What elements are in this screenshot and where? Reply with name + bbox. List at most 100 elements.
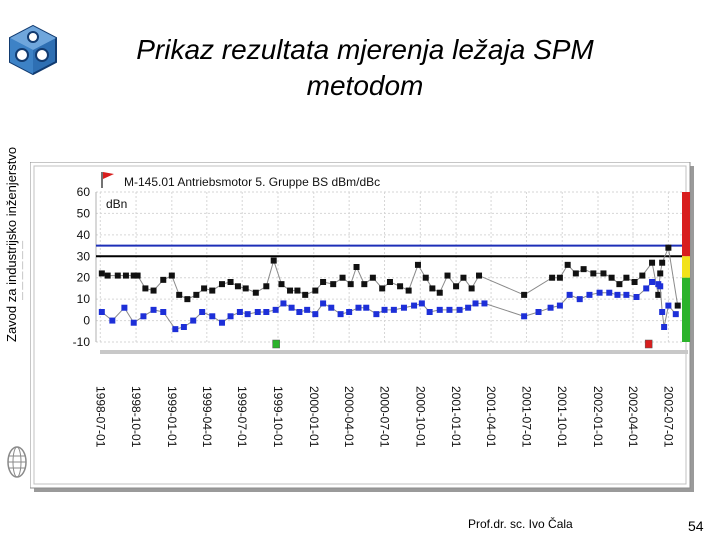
series-1-point <box>623 274 630 281</box>
x-tick-label: 2001-04-01 <box>484 386 498 448</box>
series-1-point <box>176 291 183 298</box>
series-2-point <box>98 309 105 315</box>
series-1-point <box>556 274 563 281</box>
series-1-point <box>287 287 294 294</box>
x-tick-label: 2001-10-01 <box>555 386 569 448</box>
series-2-point <box>623 291 630 298</box>
y-tick-label: 10 <box>77 292 91 306</box>
series-1-point <box>263 283 270 290</box>
series-1-point <box>130 272 137 279</box>
series-1-point <box>209 287 216 294</box>
series-1-point <box>659 259 666 266</box>
series-1-point <box>639 272 646 279</box>
y-tick-label: 40 <box>77 228 91 242</box>
series-1-point <box>444 272 451 279</box>
page-number: 54 <box>688 518 704 534</box>
series-2-point <box>586 291 593 298</box>
series-2-point <box>130 319 137 326</box>
series-2-point <box>109 317 116 324</box>
series-1-point <box>184 296 191 303</box>
series-2-point <box>547 304 554 311</box>
series-1-point <box>379 285 386 292</box>
y-tick-label: 0 <box>83 314 90 328</box>
series-1-point <box>616 281 623 288</box>
series-1-point <box>429 285 436 292</box>
series-2-point <box>337 311 344 318</box>
institute-logo <box>9 24 57 76</box>
chart-title: M-145.01 Antriebsmotor 5. Gruppe BS dBm/… <box>124 175 380 189</box>
series-2-point <box>465 304 472 311</box>
series-1-point <box>294 287 301 294</box>
series-2-point <box>272 306 279 313</box>
series-2-point <box>418 300 425 307</box>
series-1-point <box>665 244 672 251</box>
series-1-point <box>312 287 319 294</box>
series-2-point <box>320 300 327 307</box>
series-2-point <box>481 300 488 307</box>
series-1-point <box>674 302 681 309</box>
series-1-point <box>201 285 208 292</box>
x-tick-label: 1999-01-01 <box>165 386 179 448</box>
series-2-point <box>446 306 453 313</box>
series-2-point <box>160 309 167 315</box>
series-1-point <box>549 274 556 281</box>
series-1-point <box>160 276 167 283</box>
series-2-point <box>556 302 563 309</box>
series-2-point <box>280 300 287 307</box>
series-2-point <box>288 304 295 311</box>
series-2-point <box>209 313 216 320</box>
series-1-point <box>422 274 429 281</box>
x-tick-label: 2000-04-01 <box>342 386 356 448</box>
series-1-point <box>397 283 404 290</box>
series-2-point <box>121 304 128 311</box>
series-1-point <box>114 272 121 279</box>
series-2-point <box>180 324 187 330</box>
status-strip <box>100 350 688 354</box>
series-2-point <box>263 309 270 315</box>
x-tick-label: 1998-07-01 <box>93 386 107 448</box>
y-axis-label: dBn <box>106 197 127 211</box>
status-band-3 <box>682 277 690 342</box>
series-1-point <box>361 281 368 288</box>
series-1-point <box>564 261 571 268</box>
series-1-point <box>347 281 354 288</box>
series-2-point <box>199 309 206 315</box>
series-2-point <box>672 311 679 318</box>
series-2-point <box>328 304 335 311</box>
series-2-point <box>614 291 621 298</box>
status-band-1 <box>682 192 690 257</box>
series-2-point <box>643 285 650 292</box>
series-2-point <box>390 306 397 313</box>
series-2-point <box>633 294 640 300</box>
series-2-point <box>472 300 479 307</box>
event-marker-2 <box>644 339 653 349</box>
x-tick-label: 1998-10-01 <box>129 386 143 448</box>
series-2-point <box>296 309 303 315</box>
x-tick-label: 2000-10-01 <box>413 386 427 448</box>
series-1-point <box>476 272 483 279</box>
series-2-point <box>244 311 251 318</box>
department-subtext: — — — — — — <box>18 240 27 300</box>
series-1-point <box>134 272 141 279</box>
series-2-point <box>150 306 157 313</box>
series-1-point <box>353 264 360 270</box>
chart-frame <box>30 162 691 489</box>
series-1-point <box>386 279 393 285</box>
series-2-point <box>381 306 388 313</box>
series-2-point <box>227 313 234 320</box>
series-2-point <box>304 306 311 313</box>
series-1-point <box>649 259 656 266</box>
series-1-point <box>142 285 149 292</box>
x-tick-label: 2002-07-01 <box>661 386 675 448</box>
series-1-point <box>320 279 327 285</box>
series-1-point <box>657 270 664 277</box>
series-1-point <box>227 279 234 285</box>
series-1-point <box>242 285 249 292</box>
flag-icon <box>101 172 114 188</box>
series-2-point <box>657 283 664 290</box>
spm-chart: -10 0 10 20 30 40 50 60 M-145.01 Antriebsmotor 5… <box>30 162 694 492</box>
series-1-point <box>98 270 105 277</box>
x-tick-label: 2000-07-01 <box>378 386 392 448</box>
series-1-point <box>521 291 528 298</box>
series-2-point <box>172 326 179 333</box>
